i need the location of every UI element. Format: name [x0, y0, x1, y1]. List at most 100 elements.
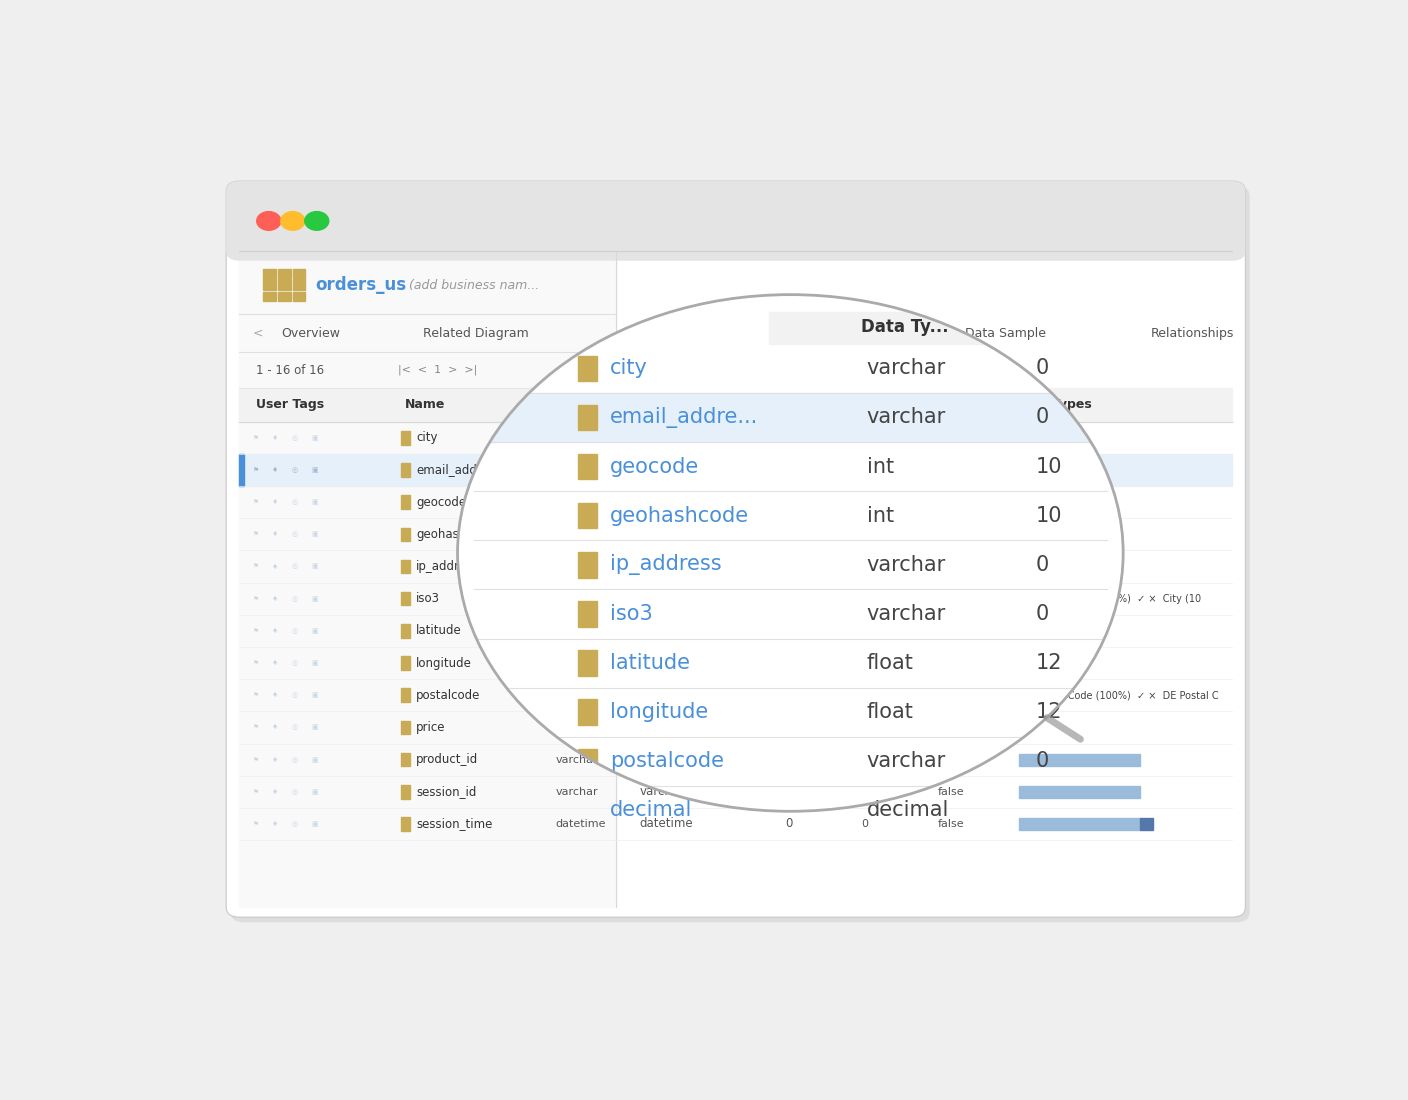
Bar: [577, 405, 597, 430]
Bar: [277, 292, 290, 301]
Bar: [577, 749, 597, 774]
FancyBboxPatch shape: [596, 527, 612, 542]
Text: (add business nam...: (add business nam...: [406, 278, 539, 292]
Text: 0: 0: [1036, 751, 1049, 771]
FancyBboxPatch shape: [227, 182, 1246, 917]
Text: 0: 0: [862, 820, 869, 829]
Text: iso3: iso3: [417, 592, 441, 605]
Bar: [596, 431, 611, 444]
Text: false: false: [938, 786, 964, 796]
Bar: [239, 388, 1232, 421]
Text: ♦: ♦: [272, 563, 279, 570]
Bar: [401, 785, 410, 799]
Text: ♦: ♦: [272, 660, 279, 667]
Text: float: float: [867, 702, 914, 723]
Text: 0: 0: [784, 560, 793, 573]
Text: ip_address: ip_address: [610, 554, 722, 575]
Text: longitude: longitude: [610, 702, 708, 723]
Text: 10: 10: [784, 496, 800, 508]
Text: ▣: ▣: [311, 628, 318, 634]
Text: 0: 0: [1036, 604, 1049, 624]
Text: geocode: geocode: [610, 456, 700, 476]
Text: ▣: ▣: [311, 596, 318, 602]
Text: ⚑: ⚑: [252, 789, 259, 795]
Text: ip_address: ip_address: [417, 560, 479, 573]
Text: city: city: [610, 359, 648, 378]
Text: float: float: [639, 657, 666, 670]
Text: |<  <  1  >  >|: |< < 1 > >|: [397, 365, 477, 375]
Text: ⚑: ⚑: [252, 692, 259, 698]
Text: 0: 0: [784, 592, 793, 605]
Text: float: float: [867, 653, 914, 673]
FancyBboxPatch shape: [231, 186, 1250, 922]
Text: decimal: decimal: [639, 720, 686, 734]
Text: varchar: varchar: [867, 604, 946, 624]
Text: email_addre.: email_addre.: [417, 463, 493, 476]
Bar: [263, 280, 276, 290]
Text: ◎: ◎: [291, 499, 298, 505]
Text: 12: 12: [784, 657, 800, 670]
Text: decimal: decimal: [867, 801, 949, 821]
Text: ▣: ▣: [311, 821, 318, 827]
Bar: [401, 657, 410, 670]
Bar: [463, 393, 1173, 442]
Text: 0: 0: [784, 431, 793, 444]
Text: varchar: varchar: [867, 751, 946, 771]
Text: ⚑: ⚑: [252, 531, 259, 537]
Text: 0: 0: [784, 689, 793, 702]
Text: iso3: iso3: [610, 604, 653, 624]
Text: ♦: ♦: [272, 789, 279, 795]
Text: ◎: ◎: [291, 468, 298, 473]
Text: ♦: ♦: [272, 596, 279, 602]
Text: ♦: ♦: [272, 434, 279, 441]
Bar: [1019, 785, 1139, 798]
Text: varchar: varchar: [639, 592, 684, 605]
Text: ⚑: ⚑: [252, 596, 259, 602]
Text: ♦: ♦: [272, 531, 279, 537]
Text: ▣: ▣: [311, 757, 318, 762]
Text: ⚑: ⚑: [252, 434, 259, 441]
Text: 10: 10: [1036, 506, 1063, 526]
Text: varchar: varchar: [556, 755, 598, 764]
Text: session_time: session_time: [417, 817, 493, 830]
Text: int: int: [867, 456, 894, 476]
Text: longitude: longitude: [417, 657, 472, 670]
Bar: [239, 454, 1232, 486]
Text: int: int: [639, 528, 655, 541]
Bar: [263, 268, 276, 278]
FancyBboxPatch shape: [227, 182, 1246, 261]
FancyBboxPatch shape: [1017, 458, 1083, 481]
Text: varchar: varchar: [867, 359, 946, 378]
Bar: [401, 624, 410, 638]
Bar: [577, 798, 597, 823]
Text: 10: 10: [784, 528, 800, 541]
Bar: [577, 454, 597, 480]
Text: false: false: [938, 755, 964, 764]
Text: ♦: ♦: [272, 757, 279, 762]
Bar: [239, 224, 1232, 251]
Text: 1 - 16 of 16: 1 - 16 of 16: [256, 363, 324, 376]
Text: ◎: ◎: [291, 563, 298, 570]
Text: ♦: ♦: [272, 499, 279, 505]
Text: 0: 0: [1036, 359, 1049, 378]
Text: varchar: varchar: [639, 560, 684, 573]
Text: 10: 10: [1036, 456, 1063, 476]
Bar: [401, 689, 410, 702]
Text: decimal: decimal: [556, 723, 600, 733]
Text: ♦: ♦: [272, 821, 279, 827]
Text: tic Types: tic Types: [1031, 398, 1093, 411]
Text: int: int: [867, 506, 894, 526]
Text: 0: 0: [1036, 554, 1049, 575]
Text: varchar: varchar: [639, 463, 684, 476]
Bar: [1019, 754, 1139, 766]
Text: ⚑: ⚑: [252, 757, 259, 762]
Text: varchar: varchar: [556, 691, 598, 701]
Text: product_id: product_id: [417, 754, 479, 766]
Text: ⚑: ⚑: [252, 821, 259, 827]
Text: ◎: ◎: [291, 434, 298, 441]
Circle shape: [304, 211, 329, 230]
Bar: [401, 592, 410, 605]
Text: ♦: ♦: [272, 468, 279, 473]
Text: 10: 10: [784, 720, 800, 734]
Text: varchar: varchar: [867, 554, 946, 575]
